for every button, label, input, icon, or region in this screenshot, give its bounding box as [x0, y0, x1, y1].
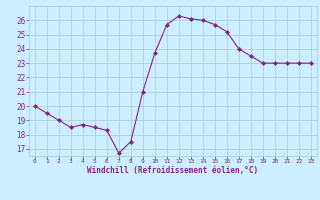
X-axis label: Windchill (Refroidissement éolien,°C): Windchill (Refroidissement éolien,°C): [87, 166, 258, 175]
